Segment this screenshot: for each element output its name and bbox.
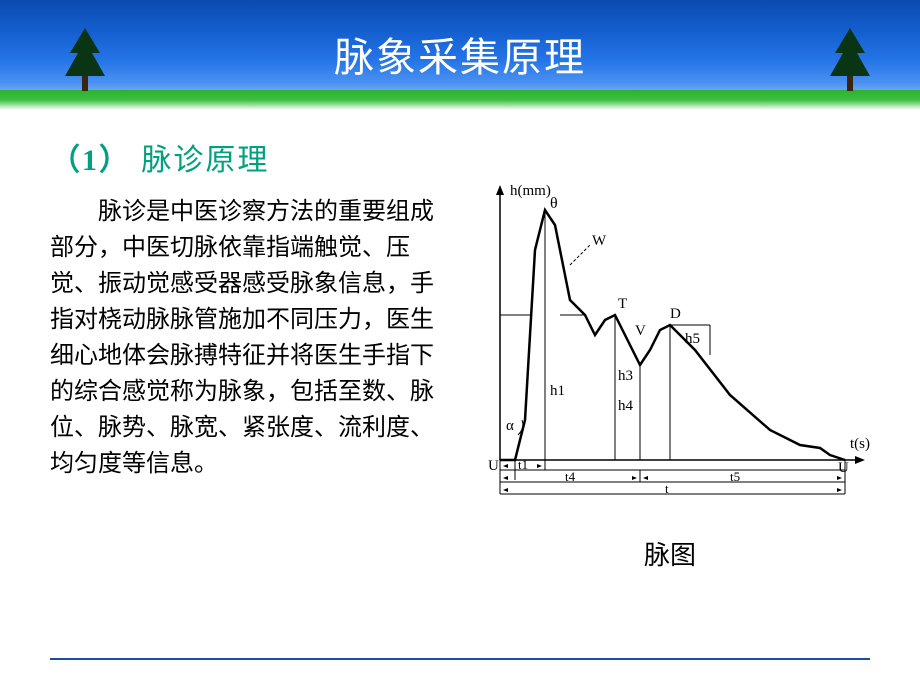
- pulse-diagram: h(mm) t(s): [470, 170, 870, 510]
- pulse-curve: [500, 210, 845, 460]
- label-w: W: [592, 233, 607, 249]
- grass-decoration: [0, 90, 920, 110]
- label-theta: θ: [550, 195, 558, 212]
- slide-header: 脉象采集原理: [0, 0, 920, 110]
- label-t5: t5: [730, 469, 740, 484]
- label-t4: t4: [565, 469, 576, 484]
- label-h1: h1: [550, 383, 565, 399]
- diagram-column: h(mm) t(s): [470, 135, 870, 572]
- label-h5: h5: [685, 331, 700, 347]
- label-t-total: t: [665, 481, 669, 496]
- tree-left-icon: [60, 28, 110, 98]
- body-paragraph: 脉诊是中医诊察方法的重要组成部分，中医切脉依靠指端触觉、压觉、振动觉感受器感受脉…: [50, 194, 450, 482]
- pulse-chart-svg: h(mm) t(s): [470, 170, 870, 510]
- label-t1: t1: [518, 457, 528, 472]
- tree-right-icon: [825, 28, 875, 98]
- label-h4: h4: [618, 398, 634, 414]
- label-h3: h3: [618, 368, 633, 384]
- section-number: （1）: [50, 144, 131, 177]
- label-alpha: α: [506, 418, 514, 434]
- section-heading: （1） 脉诊原理: [50, 135, 450, 179]
- label-d: D: [670, 306, 681, 322]
- x-axis-label: t(s): [850, 436, 870, 452]
- slide-title: 脉象采集原理: [334, 25, 586, 83]
- label-u-right: U: [838, 460, 849, 476]
- label-v: V: [635, 323, 646, 339]
- y-axis-label: h(mm): [510, 183, 551, 199]
- slide-content: （1） 脉诊原理 脉诊是中医诊察方法的重要组成部分，中医切脉依靠指端触觉、压觉、…: [0, 110, 920, 572]
- text-column: （1） 脉诊原理 脉诊是中医诊察方法的重要组成部分，中医切脉依靠指端触觉、压觉、…: [50, 135, 450, 572]
- footer-divider: [50, 658, 870, 660]
- diagram-caption: 脉图: [470, 535, 870, 572]
- label-u-left: U: [488, 458, 499, 474]
- section-name: 脉诊原理: [131, 144, 269, 177]
- label-t: T: [618, 296, 627, 312]
